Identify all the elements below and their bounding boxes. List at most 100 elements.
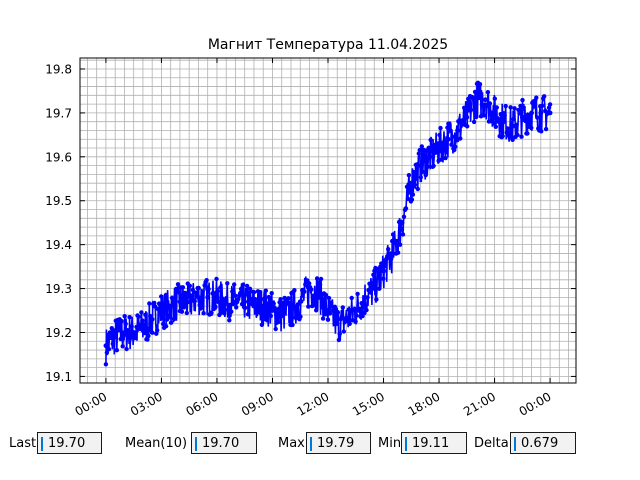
series-point bbox=[423, 172, 428, 178]
series-point bbox=[417, 147, 422, 153]
y-tick-label: 19.7 bbox=[45, 106, 72, 120]
series-point bbox=[220, 297, 225, 302]
series-point bbox=[340, 305, 345, 310]
series-point bbox=[264, 317, 269, 323]
series-point bbox=[458, 136, 463, 141]
series-point bbox=[168, 320, 174, 325]
series-point bbox=[491, 121, 496, 126]
series-point bbox=[140, 318, 145, 323]
series-point bbox=[127, 315, 132, 320]
series-point bbox=[181, 305, 187, 310]
series-point bbox=[374, 297, 379, 302]
series-point bbox=[473, 114, 479, 120]
series-point bbox=[198, 306, 203, 311]
series-point bbox=[494, 105, 499, 110]
series-point bbox=[376, 270, 381, 275]
y-tick-label: 19.4 bbox=[45, 238, 72, 252]
data-point bbox=[519, 114, 525, 120]
series-point bbox=[543, 126, 549, 132]
stat-min-field[interactable]: 19.11 bbox=[401, 432, 467, 454]
series-point bbox=[503, 103, 508, 109]
series-point bbox=[290, 322, 295, 328]
series-point bbox=[188, 293, 193, 298]
series-point bbox=[547, 102, 553, 107]
series-point bbox=[415, 186, 420, 192]
data-point bbox=[501, 119, 507, 125]
series-point bbox=[510, 137, 515, 142]
series-point bbox=[129, 324, 134, 329]
series-point bbox=[218, 285, 223, 290]
series-point bbox=[542, 94, 547, 99]
series-point bbox=[337, 331, 342, 336]
data-point bbox=[270, 308, 275, 313]
series-point bbox=[507, 135, 512, 140]
series-point bbox=[520, 97, 525, 103]
stat-max-value: 19.79 bbox=[317, 436, 355, 451]
x-tick-label: 18:00 bbox=[406, 389, 443, 418]
series-point bbox=[141, 322, 146, 327]
x-tick-label: 21:00 bbox=[461, 389, 498, 418]
x-tick-label: 12:00 bbox=[295, 389, 332, 418]
text-cursor bbox=[514, 437, 516, 451]
series-point bbox=[190, 287, 195, 293]
series-point bbox=[213, 304, 218, 310]
data-point bbox=[418, 163, 423, 169]
series-point bbox=[428, 137, 433, 143]
series-point bbox=[363, 303, 368, 308]
data-point bbox=[445, 136, 451, 142]
series-point bbox=[323, 292, 329, 298]
series-point bbox=[119, 319, 124, 324]
series-point bbox=[232, 282, 237, 287]
series-point bbox=[180, 285, 186, 290]
stat-mean-field[interactable]: 19.70 bbox=[191, 432, 257, 454]
y-tick-label: 19.1 bbox=[45, 370, 72, 384]
series-point bbox=[454, 134, 459, 139]
y-tick-label: 19.3 bbox=[45, 282, 72, 296]
stat-delta-value: 0.679 bbox=[521, 436, 559, 451]
series-point bbox=[261, 297, 266, 302]
series-point bbox=[516, 107, 521, 113]
series-point bbox=[234, 305, 239, 310]
stat-max-field[interactable]: 19.79 bbox=[306, 432, 371, 454]
series-point bbox=[176, 290, 182, 295]
text-cursor bbox=[405, 437, 407, 451]
data-point bbox=[307, 286, 312, 291]
series-point bbox=[316, 295, 322, 300]
series-point bbox=[429, 148, 434, 153]
series-point bbox=[175, 282, 181, 287]
data-point bbox=[427, 154, 433, 160]
series-point bbox=[437, 132, 442, 138]
stat-delta-field[interactable]: 0.679 bbox=[510, 432, 576, 454]
data-point bbox=[538, 110, 544, 116]
y-tick-label: 19.5 bbox=[45, 194, 72, 208]
series-point bbox=[320, 316, 326, 321]
series-point bbox=[275, 320, 280, 325]
series-point bbox=[251, 290, 257, 295]
stat-delta-label: Delta bbox=[474, 436, 509, 451]
series-point bbox=[431, 163, 436, 169]
data-point bbox=[455, 128, 460, 133]
data-point bbox=[288, 308, 294, 313]
data-point bbox=[205, 294, 211, 300]
stat-last-field[interactable]: 19.70 bbox=[37, 432, 102, 454]
data-point bbox=[399, 220, 405, 226]
series-point bbox=[410, 192, 416, 197]
series-point bbox=[200, 289, 205, 294]
data-point bbox=[297, 299, 303, 305]
series-point bbox=[420, 169, 425, 174]
series-point bbox=[142, 330, 147, 336]
series-point bbox=[158, 302, 163, 307]
series-point bbox=[112, 328, 118, 333]
series-point bbox=[490, 116, 495, 122]
series-point bbox=[409, 197, 415, 202]
series-point bbox=[318, 276, 324, 282]
series-point bbox=[122, 314, 127, 319]
series-point bbox=[152, 300, 157, 306]
series-point bbox=[525, 131, 530, 136]
data-point bbox=[168, 303, 174, 309]
series-point bbox=[116, 327, 121, 332]
text-cursor bbox=[195, 437, 197, 451]
series-point bbox=[273, 326, 278, 332]
series-point bbox=[535, 115, 540, 120]
